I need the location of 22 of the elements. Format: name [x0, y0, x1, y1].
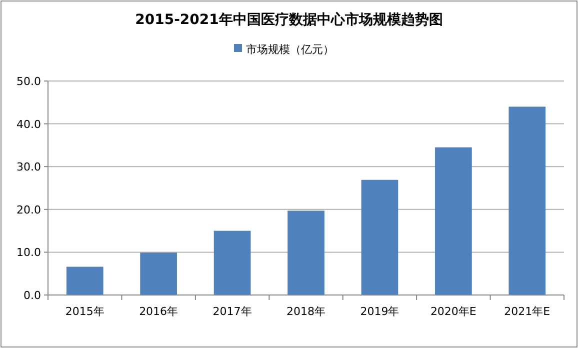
- y-tick-label: 30.0: [16, 160, 41, 174]
- y-tick-label: 0.0: [24, 289, 41, 302]
- y-tick-label: 50.0: [16, 75, 41, 88]
- y-tick-label: 40.0: [16, 118, 41, 131]
- bar: [66, 266, 104, 295]
- x-tick-label: 2016年: [139, 305, 178, 318]
- chart-title: 2015-2021年中国医疗数据中心市场规模趋势图: [135, 11, 443, 28]
- x-tick-label: 2021年E: [504, 305, 550, 318]
- legend-label: 市场规模（亿元）: [246, 43, 334, 56]
- bar: [140, 252, 177, 295]
- x-tick-label: 2018年: [286, 305, 326, 318]
- x-tick-label: 2019年: [360, 305, 400, 318]
- x-tick-label: 2017年: [212, 305, 252, 318]
- bar: [435, 147, 472, 295]
- bar: [361, 180, 398, 295]
- bar: [288, 210, 324, 295]
- x-tick-label: 2020年E: [430, 305, 476, 318]
- y-tick-label: 20.0: [16, 203, 41, 216]
- bar: [508, 106, 546, 295]
- x-tick-label: 2015年: [65, 305, 104, 318]
- bar: [214, 230, 251, 295]
- y-tick-label: 10.0: [16, 246, 41, 260]
